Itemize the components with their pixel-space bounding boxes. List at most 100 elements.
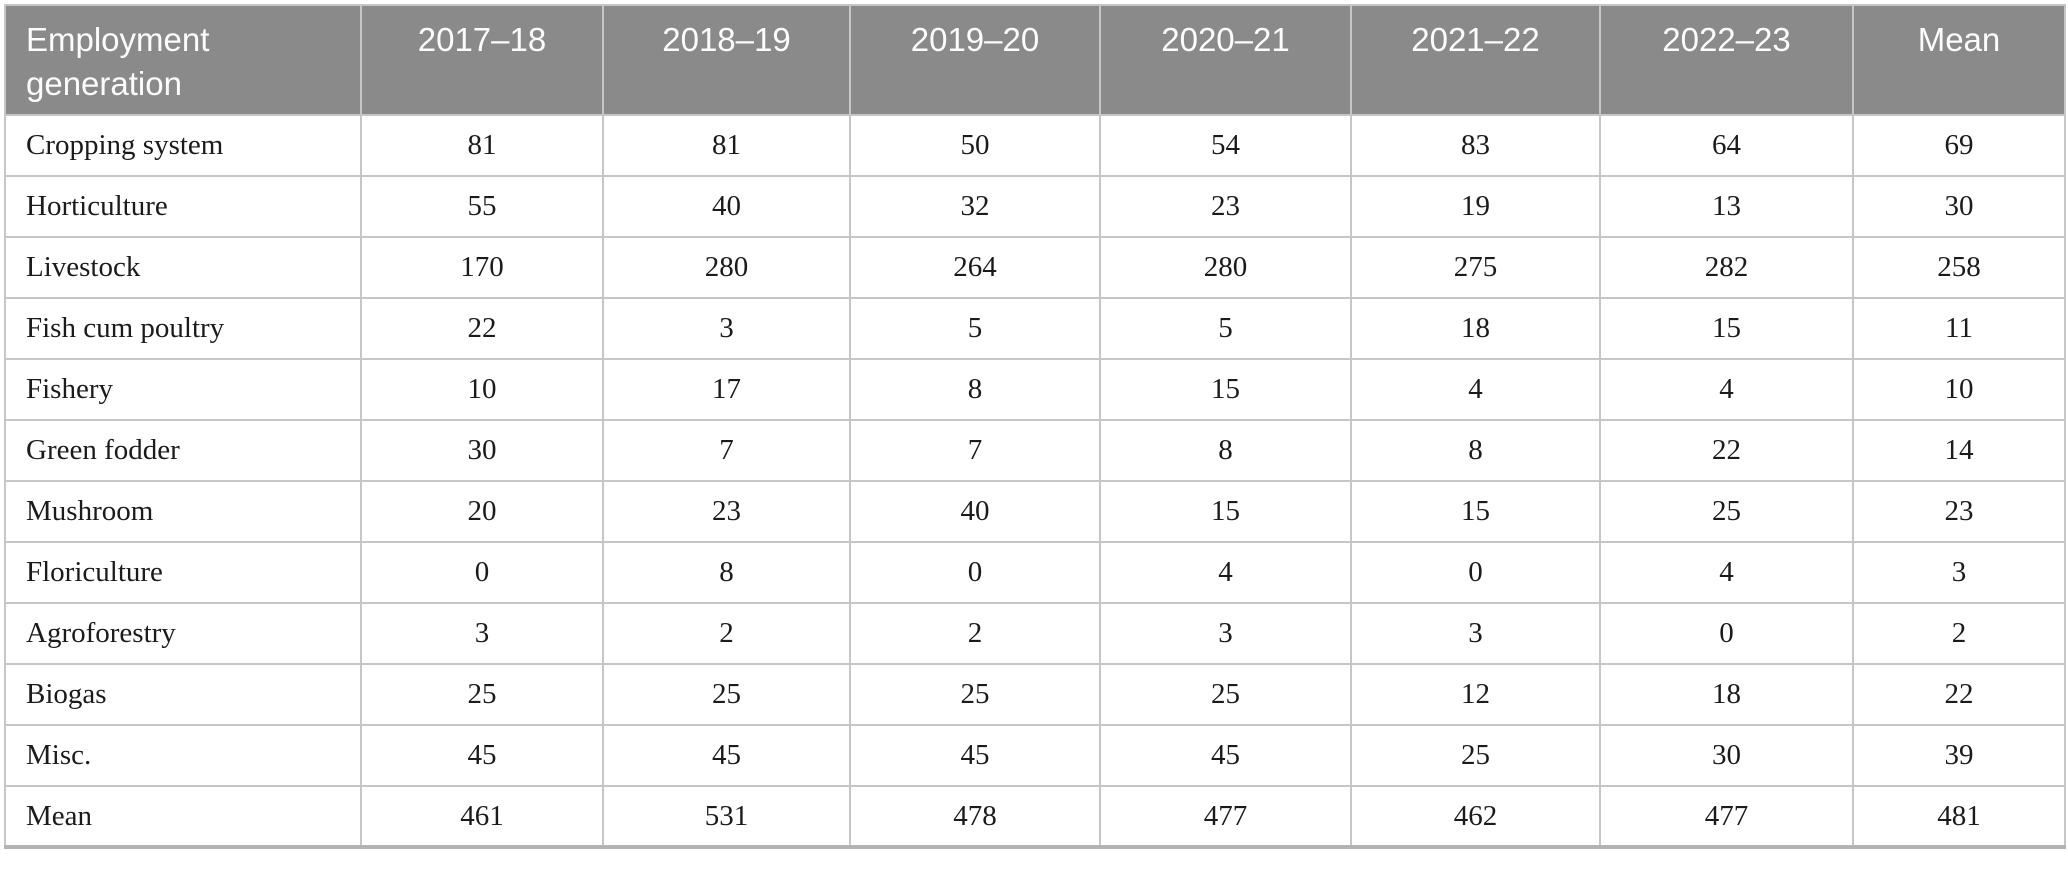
cell-value: 478 — [849, 785, 1101, 848]
cell-value: 22 — [1599, 419, 1854, 482]
header-row: Employment generation 2017–18 2018–19 20… — [4, 4, 2066, 116]
row-label: Livestock — [4, 236, 362, 299]
table-row: Biogas 25 25 25 25 12 18 22 — [4, 663, 2066, 726]
cell-value: 83 — [1350, 114, 1601, 177]
cell-value: 477 — [1599, 785, 1854, 848]
cell-value: 8 — [849, 358, 1101, 421]
table-row: Misc. 45 45 45 45 25 30 39 — [4, 724, 2066, 787]
table-figure: Employment generation 2017–18 2018–19 20… — [4, 4, 2066, 849]
cell-value: 531 — [602, 785, 851, 848]
cell-value: 40 — [849, 480, 1101, 543]
cell-value: 64 — [1599, 114, 1854, 177]
cell-value: 3 — [360, 602, 604, 665]
table-row: Agroforestry 3 2 2 3 3 0 2 — [4, 602, 2066, 665]
cell-value: 5 — [849, 297, 1101, 360]
row-label: Fish cum poultry — [4, 297, 362, 360]
header-year-2019-20: 2019–20 — [849, 4, 1101, 116]
cell-value: 12 — [1350, 663, 1601, 726]
cell-value: 20 — [360, 480, 604, 543]
cell-value: 40 — [602, 175, 851, 238]
cell-value: 23 — [1852, 480, 2066, 543]
cell-value: 280 — [602, 236, 851, 299]
cell-value: 481 — [1852, 785, 2066, 848]
cell-value: 10 — [360, 358, 604, 421]
cell-value: 23 — [1099, 175, 1352, 238]
cell-value: 13 — [1599, 175, 1854, 238]
row-label: Horticulture — [4, 175, 362, 238]
cell-value: 258 — [1852, 236, 2066, 299]
cell-value: 462 — [1350, 785, 1601, 848]
cell-value: 14 — [1852, 419, 2066, 482]
row-label: Misc. — [4, 724, 362, 787]
cell-value: 81 — [602, 114, 851, 177]
cell-value: 45 — [1099, 724, 1352, 787]
table-row: Mushroom 20 23 40 15 15 25 23 — [4, 480, 2066, 543]
row-label: Fishery — [4, 358, 362, 421]
cell-value: 8 — [1099, 419, 1352, 482]
cell-value: 39 — [1852, 724, 2066, 787]
header-employment-generation: Employment generation — [4, 4, 362, 116]
cell-value: 264 — [849, 236, 1101, 299]
cell-value: 17 — [602, 358, 851, 421]
table-row: Fish cum poultry 22 3 5 5 18 15 11 — [4, 297, 2066, 360]
cell-value: 0 — [1599, 602, 1854, 665]
cell-value: 282 — [1599, 236, 1854, 299]
cell-value: 3 — [1852, 541, 2066, 604]
cell-value: 15 — [1350, 480, 1601, 543]
header-year-2018-19: 2018–19 — [602, 4, 851, 116]
cell-value: 19 — [1350, 175, 1601, 238]
cell-value: 4 — [1599, 358, 1854, 421]
row-label: Green fodder — [4, 419, 362, 482]
cell-value: 25 — [849, 663, 1101, 726]
cell-value: 45 — [849, 724, 1101, 787]
cell-value: 25 — [602, 663, 851, 726]
cell-value: 3 — [1350, 602, 1601, 665]
cell-value: 170 — [360, 236, 604, 299]
cell-value: 15 — [1599, 297, 1854, 360]
table-row: Cropping system 81 81 50 54 83 64 69 — [4, 114, 2066, 177]
cell-value: 3 — [1099, 602, 1352, 665]
row-label: Floriculture — [4, 541, 362, 604]
cell-value: 22 — [360, 297, 604, 360]
cell-value: 25 — [1599, 480, 1854, 543]
cell-value: 30 — [1599, 724, 1854, 787]
cell-value: 461 — [360, 785, 604, 848]
cell-value: 3 — [602, 297, 851, 360]
cell-value: 7 — [602, 419, 851, 482]
row-label: Cropping system — [4, 114, 362, 177]
cell-value: 8 — [1350, 419, 1601, 482]
cell-value: 4 — [1099, 541, 1352, 604]
cell-value: 280 — [1099, 236, 1352, 299]
header-year-2021-22: 2021–22 — [1350, 4, 1601, 116]
cell-value: 0 — [849, 541, 1101, 604]
cell-value: 30 — [1852, 175, 2066, 238]
table-row: Floriculture 0 8 0 4 0 4 3 — [4, 541, 2066, 604]
cell-value: 15 — [1099, 480, 1352, 543]
table-body: Cropping system 81 81 50 54 83 64 69 Horticultur… — [4, 114, 2066, 848]
row-label: Biogas — [4, 663, 362, 726]
table-row: Fishery 10 17 8 15 4 4 10 — [4, 358, 2066, 421]
cell-value: 2 — [1852, 602, 2066, 665]
cell-value: 7 — [849, 419, 1101, 482]
cell-value: 275 — [1350, 236, 1601, 299]
cell-value: 50 — [849, 114, 1101, 177]
cell-value: 4 — [1599, 541, 1854, 604]
row-label: Mean — [4, 785, 362, 848]
header-mean: Mean — [1852, 4, 2066, 116]
cell-value: 18 — [1350, 297, 1601, 360]
table-row: Horticulture 55 40 32 23 19 13 30 — [4, 175, 2066, 238]
cell-value: 81 — [360, 114, 604, 177]
table-row: Green fodder 30 7 7 8 8 22 14 — [4, 419, 2066, 482]
cell-value: 22 — [1852, 663, 2066, 726]
table-row: Mean 461 531 478 477 462 477 481 — [4, 785, 2066, 848]
cell-value: 18 — [1599, 663, 1854, 726]
cell-value: 25 — [1099, 663, 1352, 726]
cell-value: 54 — [1099, 114, 1352, 177]
cell-value: 32 — [849, 175, 1101, 238]
cell-value: 0 — [360, 541, 604, 604]
cell-value: 4 — [1350, 358, 1601, 421]
employment-generation-table: Employment generation 2017–18 2018–19 20… — [4, 4, 2066, 849]
cell-value: 30 — [360, 419, 604, 482]
cell-value: 23 — [602, 480, 851, 543]
cell-value: 0 — [1350, 541, 1601, 604]
